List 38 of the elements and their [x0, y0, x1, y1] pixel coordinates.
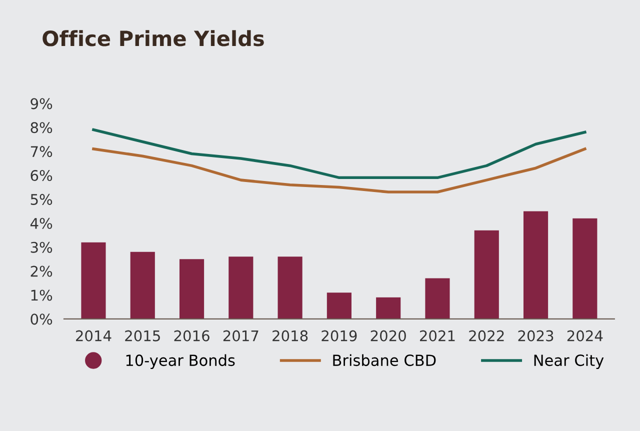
y-tick-label: 2%	[30, 266, 52, 277]
legend-label: Brisbane CBD	[333, 354, 436, 366]
y-tick-label: 4%	[30, 218, 52, 229]
line-series	[92, 148, 586, 194]
legend-label: Near City	[534, 354, 604, 370]
y-tick-label: 5%	[30, 194, 52, 205]
x-tick-label: 2014	[76, 330, 112, 342]
legend-label: 10-year Bonds	[126, 354, 235, 370]
y-tick-label: 6%	[30, 170, 52, 182]
bar	[376, 297, 401, 319]
bar	[425, 278, 450, 319]
x-tick-label: 2023	[518, 330, 554, 342]
bar	[228, 256, 254, 319]
bar	[81, 242, 106, 319]
x-tick-label: 2021	[420, 330, 455, 342]
x-tick-label: 2015	[125, 330, 160, 342]
bar	[179, 259, 204, 319]
y-tick-label: 8%	[30, 122, 52, 134]
bar	[523, 211, 548, 319]
bar	[572, 218, 598, 319]
y-tick-label: 1%	[31, 290, 52, 301]
line-series	[92, 128, 586, 180]
bar	[474, 230, 499, 319]
y-tick-label: 7%	[30, 146, 52, 158]
x-tick-label: 2018	[272, 330, 308, 342]
y-tick-label: 0%	[30, 314, 52, 325]
x-tick-label: 2019	[322, 330, 357, 342]
chart-title: Office Prime Yields	[42, 30, 264, 46]
x-tick-label: 2017	[223, 330, 258, 342]
bar	[278, 256, 302, 319]
bar	[326, 292, 352, 319]
x-tick-label: 2020	[370, 330, 406, 342]
y-tick-label: 9%	[30, 98, 52, 110]
y-tick-label: 3%	[30, 242, 52, 253]
bar	[130, 252, 155, 319]
x-tick-label: 2024	[567, 330, 603, 342]
x-tick-label: 2022	[469, 330, 504, 342]
x-tick-label: 2016	[174, 330, 210, 342]
